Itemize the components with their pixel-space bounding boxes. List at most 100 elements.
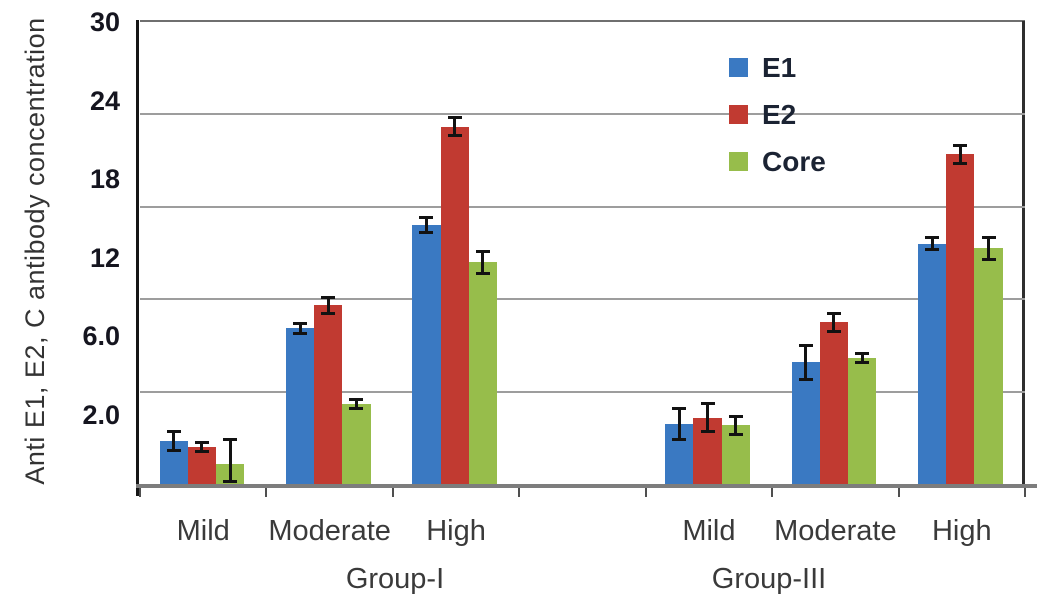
category-label-group-iii-moderate: Moderate bbox=[774, 515, 897, 547]
error-bar-core-group-iii-high-upper-cap bbox=[981, 236, 996, 240]
error-bar-core-group-i-mild-lower-cap bbox=[223, 479, 237, 483]
error-bar-core-group-iii-high bbox=[987, 237, 991, 260]
error-bar-core-group-i-high-upper-cap bbox=[475, 249, 490, 253]
category-label-group-i-moderate: Moderate bbox=[268, 515, 391, 547]
legend-label-core: Core bbox=[762, 145, 826, 177]
y-tick-label-6-0: 6.0 bbox=[82, 321, 120, 352]
error-bar-e1-group-iii-moderate-lower-cap bbox=[798, 377, 813, 381]
gridline-18 bbox=[140, 205, 1025, 208]
gridline-24 bbox=[140, 113, 1025, 116]
category-label-group-iii-mild: Mild bbox=[682, 515, 736, 547]
x-tick-mark bbox=[139, 488, 141, 497]
plot-right-border bbox=[1022, 21, 1025, 485]
error-bar-core-group-iii-moderate-lower-cap bbox=[855, 360, 870, 364]
error-bar-core-group-iii-moderate-upper-cap bbox=[855, 351, 870, 355]
y-axis-title: Anti E1, E2, C antibody concentration bbox=[20, 17, 50, 485]
error-bar-core-group-iii-high-lower-cap bbox=[981, 257, 996, 261]
error-bar-e2-group-i-high bbox=[453, 117, 457, 136]
y-tick-label-24: 24 bbox=[89, 85, 120, 116]
error-bar-e1-group-iii-high-upper-cap bbox=[925, 236, 940, 240]
error-bar-core-group-i-moderate-upper-cap bbox=[349, 397, 364, 401]
error-bar-e2-group-i-mild-lower-cap bbox=[194, 450, 209, 454]
error-bar-e1-group-i-moderate bbox=[298, 323, 302, 334]
y-tick-label-18: 18 bbox=[89, 164, 120, 195]
legend-item-core: Core bbox=[729, 138, 826, 185]
bar-e2-group-i-mild bbox=[187, 447, 216, 484]
error-bar-core-group-iii-mild-lower-cap bbox=[728, 433, 743, 437]
legend-swatch-e2 bbox=[729, 105, 748, 124]
error-bar-core-group-i-mild-upper-cap bbox=[223, 437, 237, 441]
error-bar-e2-group-i-moderate-upper-cap bbox=[321, 296, 336, 300]
error-bar-e1-group-iii-high bbox=[930, 237, 934, 250]
error-bar-e1-group-i-moderate-lower-cap bbox=[293, 331, 308, 335]
group-label-group-i: Group-I bbox=[345, 563, 445, 595]
error-bar-e2-group-i-mild-upper-cap bbox=[194, 440, 209, 444]
bar-e2-group-i-high bbox=[440, 126, 469, 484]
bar-e1-group-iii-high bbox=[918, 243, 947, 484]
error-bar-e2-group-i-high-lower-cap bbox=[447, 134, 462, 138]
y-tick-label-12: 12 bbox=[89, 242, 120, 273]
error-bar-e2-group-iii-high-upper-cap bbox=[953, 143, 968, 147]
x-axis-line bbox=[136, 484, 1037, 488]
bar-e1-group-iii-moderate bbox=[791, 362, 820, 484]
error-bar-core-group-i-moderate-lower-cap bbox=[349, 407, 364, 411]
error-bar-e1-group-iii-moderate-upper-cap bbox=[798, 343, 813, 347]
bar-e1-group-i-moderate bbox=[285, 328, 315, 484]
error-bar-e2-group-i-high-upper-cap bbox=[447, 115, 462, 119]
legend: E1 E2 Core bbox=[729, 44, 826, 185]
legend-item-e2: E2 bbox=[729, 91, 826, 138]
legend-swatch-e1 bbox=[729, 58, 748, 77]
error-bar-e1-group-i-mild bbox=[172, 431, 176, 451]
x-tick-mark bbox=[771, 488, 774, 497]
error-bar-e1-group-i-mild-upper-cap bbox=[166, 430, 181, 434]
legend-label-e1: E1 bbox=[762, 51, 797, 83]
category-label-group-i-mild: Mild bbox=[176, 515, 230, 547]
error-bar-e2-group-iii-mild bbox=[706, 403, 709, 432]
error-bar-e1-group-i-moderate-upper-cap bbox=[293, 322, 308, 326]
error-bar-e2-group-iii-moderate bbox=[832, 313, 836, 332]
error-bar-core-group-i-mild bbox=[228, 439, 232, 481]
error-bar-e1-group-iii-mild-upper-cap bbox=[672, 407, 687, 411]
bar-e2-group-i-moderate bbox=[314, 305, 343, 484]
y-tick-label-2-0: 2.0 bbox=[82, 400, 120, 430]
plot-area bbox=[140, 22, 1025, 484]
group-label-group-iii: Group-III bbox=[711, 563, 827, 595]
error-bar-core-group-i-high bbox=[481, 251, 485, 273]
error-bar-core-group-iii-moderate bbox=[860, 353, 864, 363]
error-bar-core-group-iii-mild bbox=[734, 416, 738, 435]
bar-e1-group-i-high bbox=[412, 225, 441, 484]
bar-e2-group-iii-high bbox=[946, 154, 975, 484]
legend-label-e2: E2 bbox=[762, 98, 797, 130]
error-bar-e2-group-iii-high-lower-cap bbox=[953, 162, 968, 166]
gridline-12 bbox=[140, 298, 1025, 301]
x-tick-mark bbox=[897, 488, 900, 497]
error-bar-core-group-i-high-lower-cap bbox=[475, 271, 490, 275]
x-tick-mark bbox=[518, 488, 521, 497]
y-tick-label-30: 30 bbox=[89, 7, 120, 37]
bar-core-group-i-moderate bbox=[342, 403, 371, 484]
error-bar-e2-group-iii-mild-upper-cap bbox=[700, 402, 715, 406]
x-tick-mark bbox=[265, 488, 268, 497]
category-label-group-i-high: High bbox=[426, 515, 486, 547]
legend-item-e1: E1 bbox=[729, 44, 826, 91]
x-tick-mark bbox=[391, 488, 394, 497]
bar-e2-group-iii-moderate bbox=[819, 322, 849, 484]
y-axis-line bbox=[136, 20, 139, 496]
gridline-6 bbox=[140, 390, 1025, 393]
plot-top-border bbox=[140, 20, 1025, 22]
error-bar-e1-group-iii-high-lower-cap bbox=[925, 248, 940, 252]
error-bar-e1-group-i-mild-lower-cap bbox=[166, 448, 181, 452]
legend-swatch-core bbox=[729, 152, 748, 171]
bar-core-group-i-high bbox=[468, 262, 497, 484]
error-bar-core-group-i-moderate bbox=[354, 399, 358, 409]
error-bar-e1-group-i-high bbox=[424, 217, 428, 233]
error-bar-core-group-iii-mild-upper-cap bbox=[728, 414, 743, 418]
category-label-group-iii-high: High bbox=[931, 515, 992, 547]
bar-core-group-iii-high bbox=[974, 248, 1003, 484]
error-bar-e2-group-iii-moderate-lower-cap bbox=[826, 330, 841, 334]
error-bar-e2-group-i-moderate-lower-cap bbox=[321, 311, 336, 315]
error-bar-e2-group-iii-moderate-upper-cap bbox=[826, 311, 841, 315]
error-bar-e2-group-i-moderate bbox=[326, 297, 330, 314]
x-tick-mark bbox=[644, 488, 647, 497]
